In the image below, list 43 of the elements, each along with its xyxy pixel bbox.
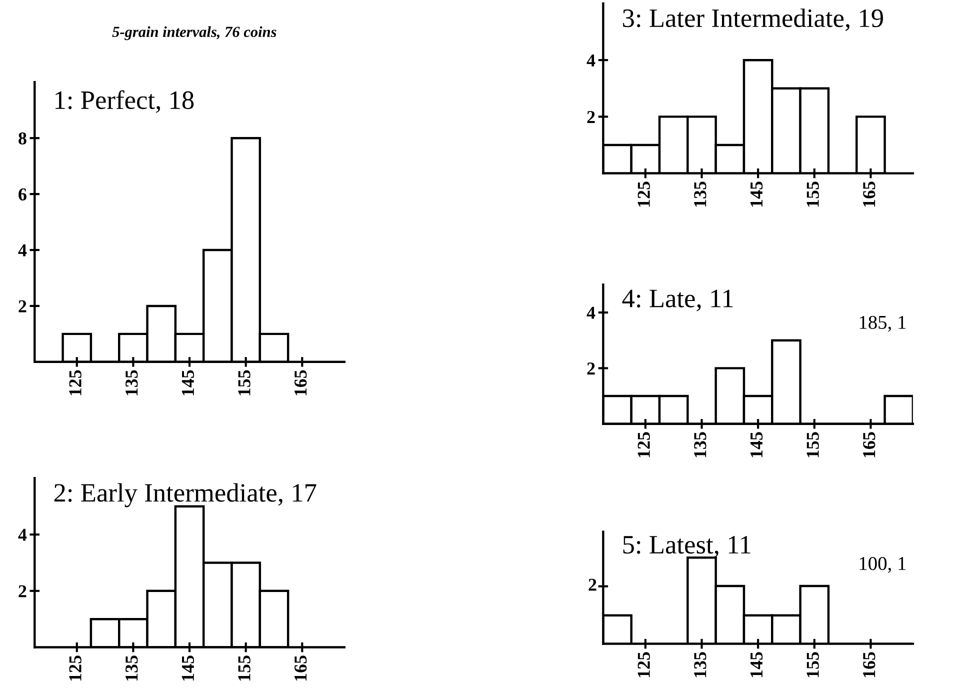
x-tick-label: 135: [126, 370, 138, 396]
chart-title: 3: Later Intermediate, 19: [623, 8, 883, 31]
x-tick-label: 145: [750, 652, 763, 678]
y-tick-label: 2: [18, 300, 26, 312]
annotation: 100, 1: [860, 556, 906, 573]
chart-title: 2: Early Intermediate, 17: [54, 483, 316, 508]
y-tick-label: 4: [586, 54, 596, 66]
x-tick-label: 125: [69, 656, 82, 681]
x-tick-label: 165: [863, 652, 876, 678]
x-tick-label: 135: [694, 652, 706, 678]
x-tick-label: 165: [863, 182, 876, 207]
x-tick-label: 135: [694, 182, 706, 207]
y-tick-label: 4: [18, 244, 27, 256]
x-tick-label: 165: [863, 432, 876, 458]
chart-subtitle: 5-grain intervals, 76 coins: [112, 26, 276, 40]
x-tick-label: 125: [638, 652, 650, 678]
x-tick-label: 145: [750, 182, 763, 207]
x-tick-label: 135: [694, 432, 706, 458]
x-tick-label: 155: [806, 432, 819, 458]
y-tick-label: 2: [587, 362, 595, 374]
x-tick-label: 135: [126, 656, 138, 681]
x-tick-label: 145: [182, 370, 194, 396]
chart-title: 1: Perfect, 18: [56, 90, 194, 113]
x-tick-label: 165: [294, 656, 307, 681]
annotation: 185, 1: [860, 316, 906, 332]
x-tick-label: 155: [238, 370, 250, 396]
x-tick-label: 125: [638, 432, 650, 458]
y-tick-label: 8: [18, 132, 26, 145]
chart-title: 5: Latest, 11: [623, 536, 750, 558]
x-tick-label: 145: [182, 656, 194, 681]
x-tick-label: 125: [638, 182, 650, 207]
x-tick-label: 155: [806, 182, 819, 207]
y-tick-label: 2: [18, 585, 26, 598]
x-tick-label: 145: [750, 432, 763, 458]
x-tick-label: 165: [294, 370, 307, 396]
chart-title: 4: Late, 11: [622, 290, 733, 312]
y-tick-label: 2: [587, 111, 595, 123]
y-tick-label: 4: [586, 306, 596, 319]
y-tick-label: 6: [18, 188, 26, 200]
y-tick-label: 4: [18, 528, 27, 541]
x-tick-label: 125: [69, 370, 82, 396]
x-tick-label: 155: [238, 656, 250, 681]
x-tick-label: 155: [806, 652, 819, 678]
